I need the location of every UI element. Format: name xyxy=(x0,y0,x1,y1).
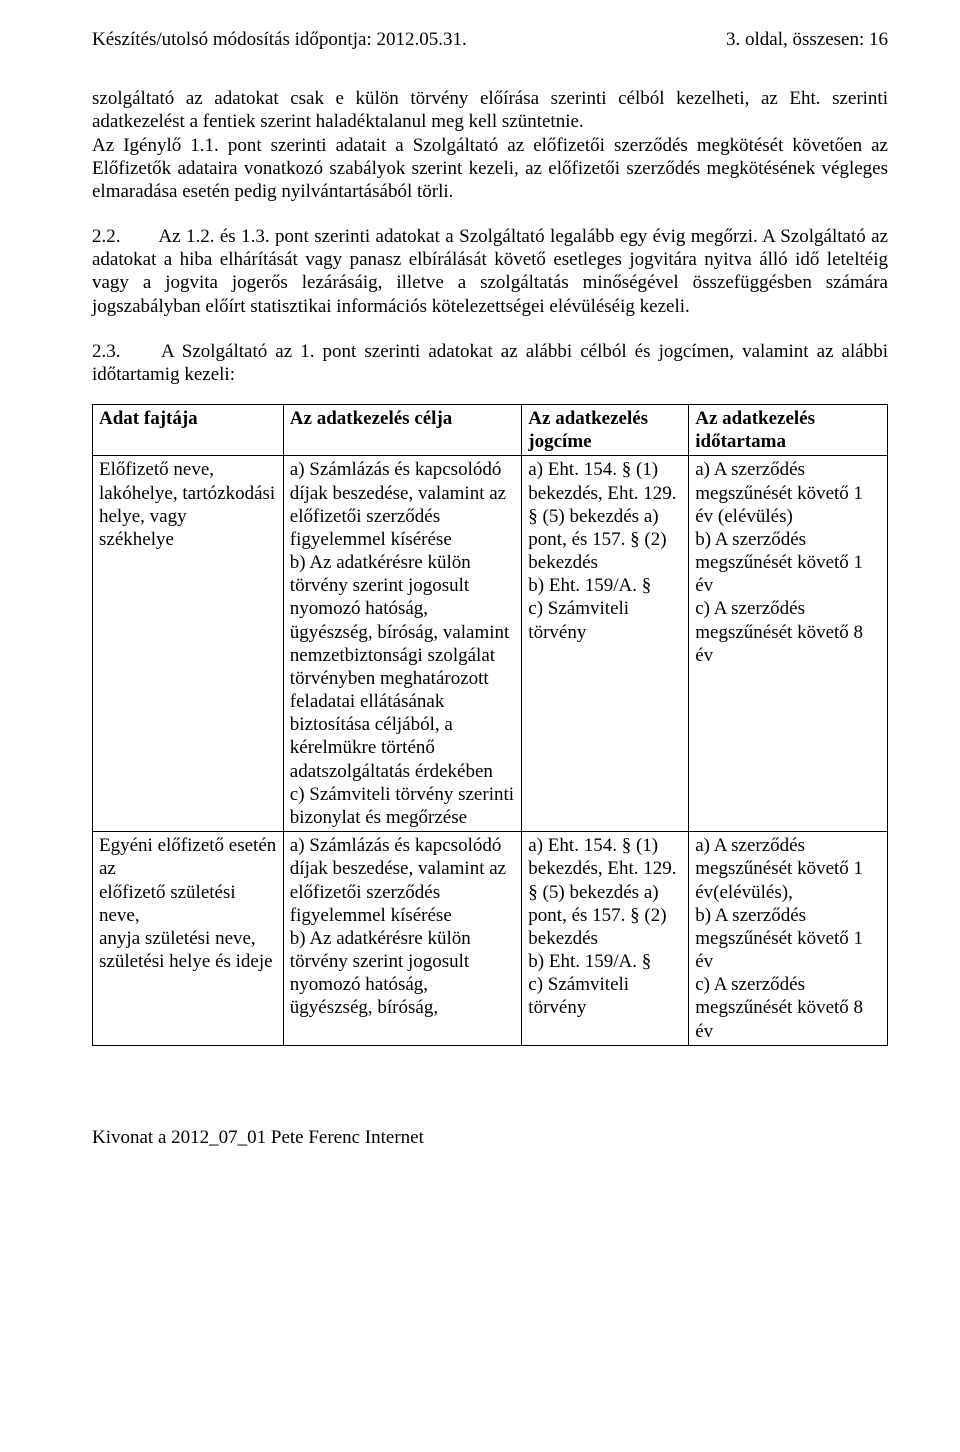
table-cell: a) Számlázás és kapcsolódó díjak beszedé… xyxy=(283,832,522,1046)
document-page: Készítés/utolsó módosítás időpontja: 201… xyxy=(0,0,960,1189)
table-header-col2: Az adatkezelés célja xyxy=(283,405,522,456)
table-cell: a) Számlázás és kapcsolódó díjak beszedé… xyxy=(283,456,522,832)
table-header-col3: Az adatkezelés jogcíme xyxy=(522,405,689,456)
table-cell: a) A szerződés megszűnését követő 1 év(e… xyxy=(689,832,888,1046)
data-handling-table: Adat fajtája Az adatkezelés célja Az ada… xyxy=(92,404,888,1046)
table-row: Előfizető neve, lakóhelye, tartózkodási … xyxy=(93,456,888,832)
table-header-row: Adat fajtája Az adatkezelés célja Az ada… xyxy=(93,405,888,456)
section-2-2-number: 2.2. xyxy=(92,225,154,248)
section-2-3-number: 2.3. xyxy=(92,340,154,363)
page-footer: Kivonat a 2012_07_01 Pete Ferenc Interne… xyxy=(92,1126,888,1149)
header-right: 3. oldal, összesen: 16 xyxy=(726,28,888,51)
paragraph-intro: szolgáltató az adatokat csak e külön tör… xyxy=(92,87,888,203)
table-cell: a) Eht. 154. § (1) bekezdés, Eht. 129. §… xyxy=(522,832,689,1046)
table-cell: a) Eht. 154. § (1) bekezdés, Eht. 129. §… xyxy=(522,456,689,832)
section-2-3: 2.3. A Szolgáltató az 1. pont szerinti a… xyxy=(92,340,888,386)
section-2-2-text: Az 1.2. és 1.3. pont szerinti adatokat a… xyxy=(92,226,888,317)
table-header-col1: Adat fajtája xyxy=(93,405,284,456)
page-header: Készítés/utolsó módosítás időpontja: 201… xyxy=(92,28,888,51)
table-cell: Egyéni előfizető esetén az előfizető szü… xyxy=(93,832,284,1046)
table-cell: Előfizető neve, lakóhelye, tartózkodási … xyxy=(93,456,284,832)
table-cell: a) A szerződés megszűnését követő 1 év (… xyxy=(689,456,888,832)
section-2-2: 2.2. Az 1.2. és 1.3. pont szerinti adato… xyxy=(92,225,888,318)
table-row: Egyéni előfizető esetén az előfizető szü… xyxy=(93,832,888,1046)
section-2-3-text: A Szolgáltató az 1. pont szerinti adatok… xyxy=(92,341,888,385)
header-left: Készítés/utolsó módosítás időpontja: 201… xyxy=(92,28,467,51)
table-header-col4: Az adatkezelés időtartama xyxy=(689,405,888,456)
